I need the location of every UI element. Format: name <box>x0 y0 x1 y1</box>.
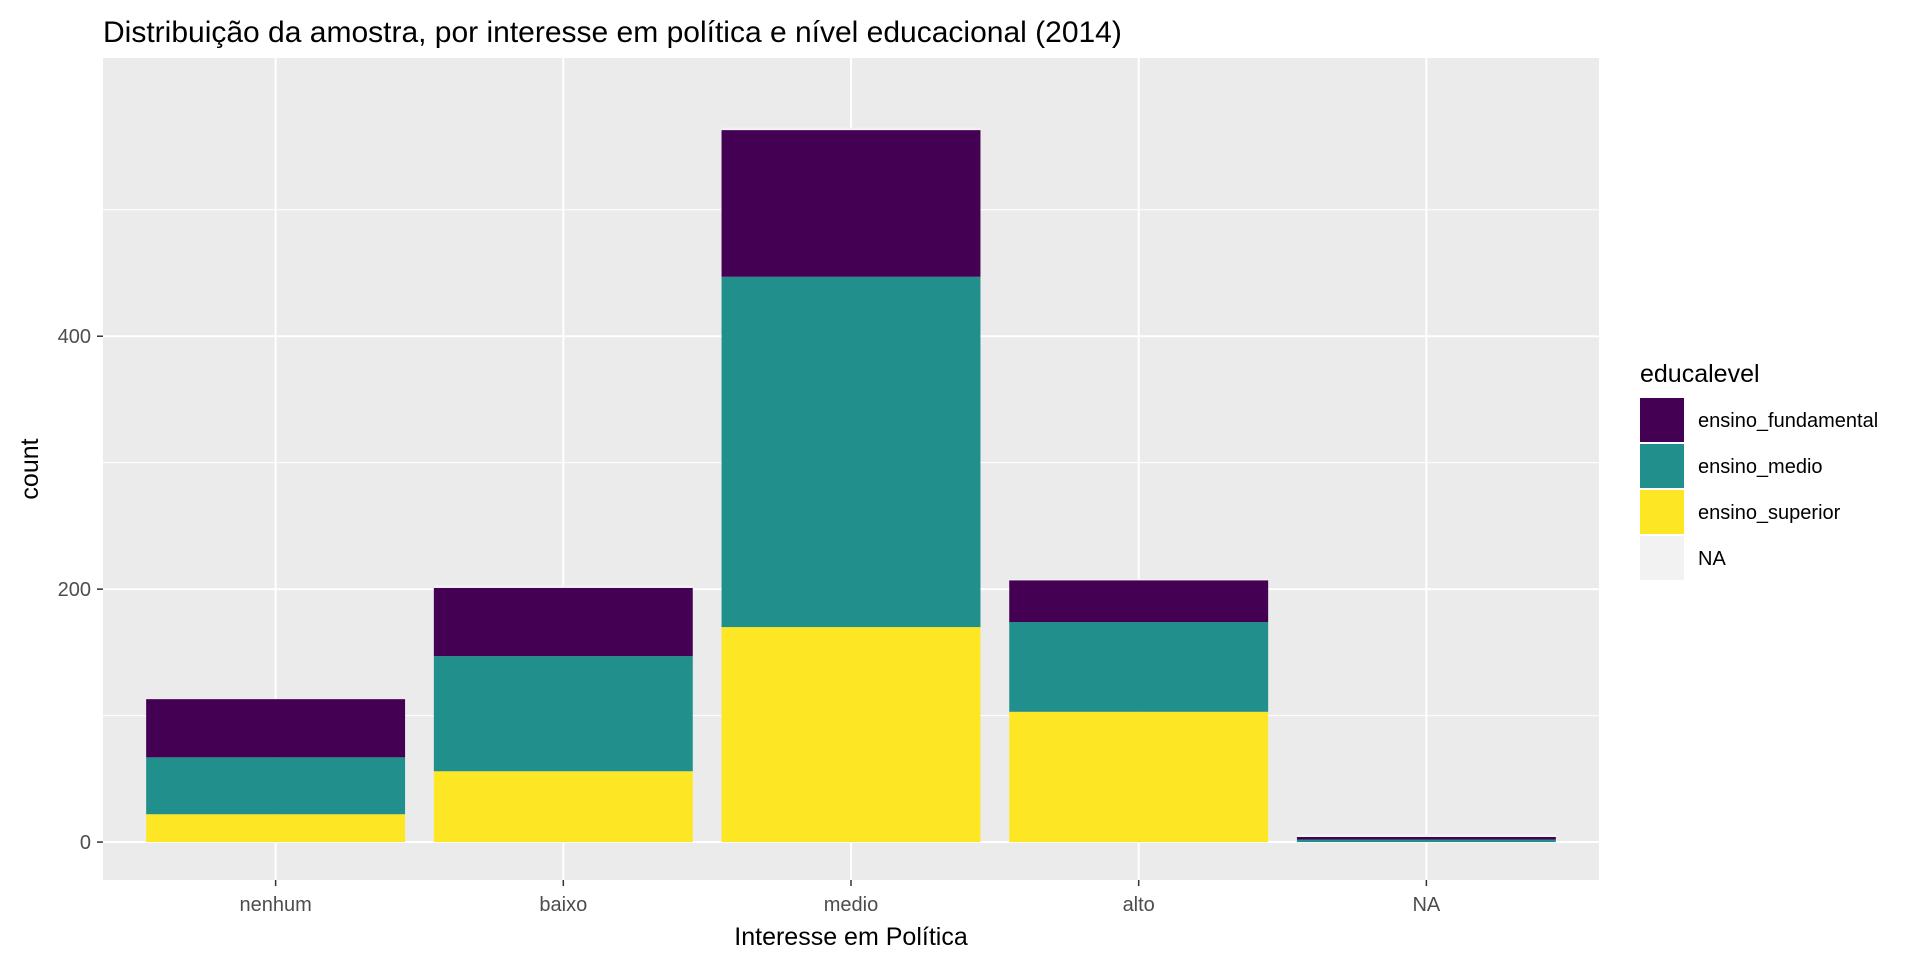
y-tick-label: 200 <box>58 579 91 601</box>
bar-segment <box>1296 834 1556 838</box>
legend-label: ensino_fundamental <box>1698 410 1878 432</box>
x-axis: nenhum baixo medio alto NA <box>239 880 1441 916</box>
y-axis: 0 200 400 <box>58 326 103 854</box>
legend-label: ensino_superior <box>1698 502 1841 524</box>
x-tick-label: nenhum <box>239 894 311 916</box>
bar-segment <box>433 656 693 772</box>
x-tick-label: baixo <box>539 894 587 916</box>
bar-segment <box>1009 711 1269 843</box>
bar-segment <box>146 699 406 758</box>
bar-segment <box>433 587 693 657</box>
bar-segment <box>433 771 693 843</box>
y-tick-label: 400 <box>58 326 91 348</box>
legend-label: ensino_medio <box>1698 456 1823 478</box>
legend: educalevel ensino_fundamental ensino_medi… <box>1640 360 1878 580</box>
bar-segment <box>146 757 406 815</box>
bars <box>146 127 1556 843</box>
x-tick-label: medio <box>824 894 878 916</box>
bar-segment <box>721 127 981 131</box>
bar-segment <box>721 130 981 277</box>
bar-segment <box>1296 837 1556 840</box>
x-tick-label: alto <box>1123 894 1155 916</box>
y-tick-label: 0 <box>80 832 91 854</box>
bar-segment <box>433 585 693 588</box>
bar-segment <box>1009 622 1269 712</box>
legend-label: NA <box>1698 548 1726 570</box>
bar-segment <box>146 814 406 843</box>
bar-segment <box>1296 839 1556 843</box>
bar-segment <box>721 627 981 843</box>
bar-segment <box>1009 580 1269 623</box>
chart-title: Distribuição da amostra, por interesse e… <box>103 16 1122 49</box>
legend-key <box>1640 490 1684 534</box>
legend-title: educalevel <box>1640 360 1760 388</box>
legend-key <box>1640 536 1684 580</box>
bar-segment <box>1009 579 1269 581</box>
y-axis-title: count <box>16 438 44 499</box>
legend-key <box>1640 398 1684 442</box>
x-tick-label: NA <box>1412 894 1440 916</box>
legend-key <box>1640 444 1684 488</box>
bar-segment <box>721 276 981 628</box>
x-axis-title: Interesse em Política <box>734 923 968 951</box>
